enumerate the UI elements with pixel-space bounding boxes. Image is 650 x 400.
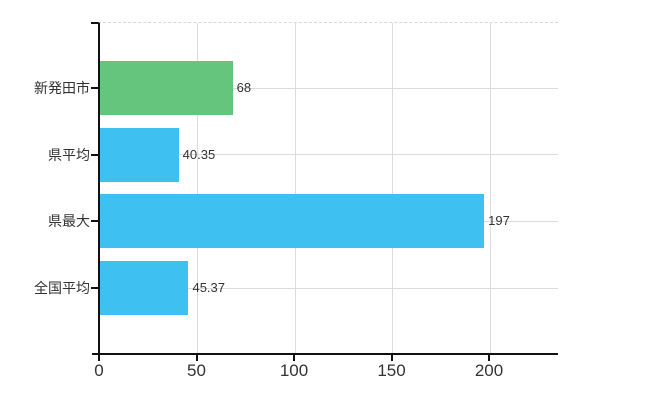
x-axis-tick (195, 355, 198, 361)
plot-area (98, 22, 558, 355)
gridline-vertical (489, 23, 491, 353)
y-axis-tick (91, 287, 98, 290)
bar-value-label: 45.37 (192, 280, 226, 296)
y-axis-tick (91, 220, 98, 223)
x-axis-tick (488, 355, 490, 361)
bar-value-label: 197 (488, 213, 510, 229)
bar (100, 61, 233, 115)
category-label: 新発田市 (34, 80, 90, 96)
gridline-vertical (392, 23, 393, 353)
gridline-horizontal (100, 87, 558, 89)
x-axis-tick (293, 355, 295, 361)
x-axis-tick-label: 50 (187, 361, 206, 380)
gridline-vertical (294, 23, 296, 353)
bar (100, 194, 485, 249)
gridline-vertical (197, 23, 198, 353)
category-label: 県最大 (48, 213, 90, 230)
x-axis-tick-label: 200 (474, 361, 504, 380)
bar (100, 261, 189, 316)
y-axis-tick (91, 87, 98, 89)
y-axis-tick (91, 153, 98, 156)
x-axis-tick-label: 0 (94, 361, 104, 380)
x-axis-tick-label: 100 (279, 361, 309, 380)
bar-value-label: 68 (236, 80, 252, 95)
gridline-horizontal (100, 287, 558, 289)
x-axis-left-stub (92, 353, 98, 355)
category-label: 県平均 (48, 146, 90, 163)
gridline-horizontal (100, 154, 558, 156)
x-axis-tick (98, 355, 100, 361)
bar (100, 127, 179, 182)
y-axis-top-tick (91, 22, 98, 24)
bar-value-label: 40.35 (182, 146, 216, 162)
x-axis-tick (390, 355, 393, 361)
category-label: 全国平均 (34, 280, 90, 297)
x-axis-tick-label: 150 (377, 361, 406, 380)
